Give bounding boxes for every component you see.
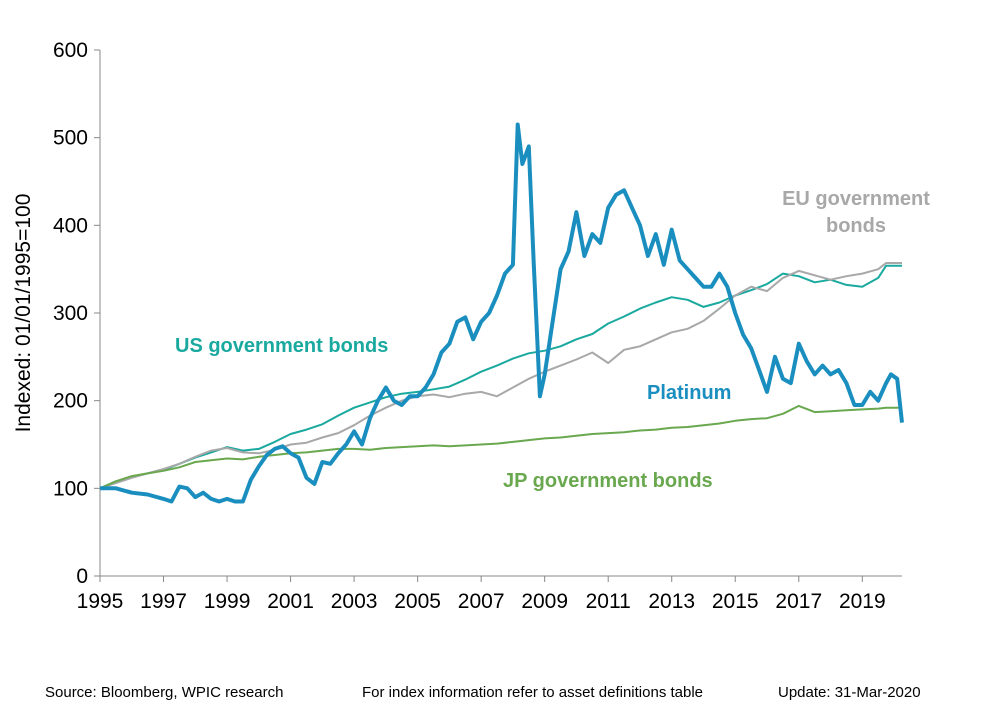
footer-update: Update: 31-Mar-2020 — [778, 684, 921, 701]
y-tick-label: 0 — [76, 565, 88, 588]
x-tick-label: 2005 — [394, 590, 441, 613]
label-jp-government-bonds: JP government bonds — [503, 470, 713, 492]
y-tick-label: 300 — [53, 302, 88, 325]
x-tick-label: 2003 — [331, 590, 378, 613]
x-tick-label: 2013 — [648, 590, 695, 613]
x-tick-label: 2019 — [839, 590, 886, 613]
y-tick-label: 400 — [53, 214, 88, 237]
label-platinum: Platinum — [647, 382, 731, 404]
series-lines — [99, 122, 904, 504]
y-tick-label: 100 — [53, 477, 88, 500]
y-axis-title: Indexed: 01/01/1995=100 — [12, 194, 35, 433]
x-tick-label: 1997 — [140, 590, 187, 613]
axes: 0 100 200 300 400 500 600 1995 1997 1999 2001 2003 2… — [53, 39, 902, 613]
series-line-eu-government-bonds — [99, 262, 902, 490]
x-tick-label: 2017 — [775, 590, 822, 613]
label-eu-government-bonds-line1: EU government — [782, 188, 930, 210]
y-tick-label: 500 — [53, 127, 88, 150]
x-tick-label: 1995 — [77, 590, 124, 613]
label-eu-government-bonds-line2: bonds — [826, 215, 886, 237]
y-tick-label: 600 — [53, 39, 88, 62]
series-line-jp-government-bonds — [99, 404, 902, 490]
series-line-us-government-bonds — [99, 264, 902, 490]
y-tick-label: 200 — [53, 390, 88, 413]
footer-note: For index information refer to asset def… — [362, 684, 704, 701]
x-tick-label: 2009 — [521, 590, 568, 613]
x-tick-label: 2007 — [458, 590, 505, 613]
label-us-government-bonds: US government bonds — [175, 335, 388, 357]
series-line-platinum — [100, 122, 904, 504]
x-tick-label: 1999 — [204, 590, 251, 613]
x-tick-label: 2015 — [712, 590, 759, 613]
x-tick-label: 2011 — [586, 590, 631, 613]
x-tick-label: 2001 — [267, 590, 314, 613]
footer-source: Source: Bloomberg, WPIC research — [45, 684, 284, 701]
